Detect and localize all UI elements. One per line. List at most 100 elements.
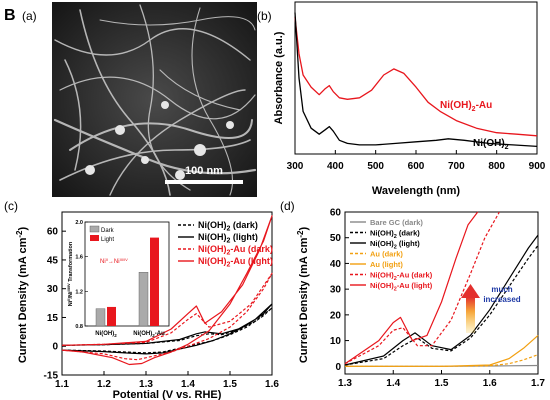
chart-c-legend: Ni(OH)2 (dark)Ni(OH)2 (light)Ni(OH)2-Au … [178, 220, 273, 269]
chart-b: 300 400 500 600 700 800 900 Wavelength (nm) Ab… [273, 1, 546, 197]
chart-b-x-tick-label: 900 [529, 161, 546, 172]
chart-c-legend-item-2-label-base: Ni(OH) [198, 244, 227, 254]
section-label: B [4, 7, 16, 24]
chart-c-legend-item-3-label-tail: -Au (light) [230, 256, 272, 266]
chart-d-series-3 [345, 354, 539, 367]
micrograph: 100 nm [52, 2, 257, 197]
chart-d-legend-item-0-label: Bare GC (dark) [370, 218, 423, 227]
chart-c-legend-item-1-label: Ni(OH)2 (light) [198, 232, 258, 245]
chart-d-legend-item-2-label: Ni(OH)2 (light) [370, 239, 420, 251]
chart-d-legend-item-6-label-base: Ni(OH) [370, 281, 394, 290]
chart-d-legend-item-4-label: Au (light) [370, 260, 403, 269]
scale-bar [165, 180, 243, 184]
inset-bars [95, 237, 159, 327]
fiber [191, 7, 233, 196]
cluster [141, 156, 149, 164]
inset-y-tick-label: 1.2 [75, 289, 83, 295]
chart-d-legend-item-1-label-tail: (dark) [397, 229, 420, 238]
chart-d: 1.3 1.4 1.5 1.6 1.7 0 10 20 30 40 50 60 Current Den… [296, 208, 545, 390]
chart-d-y-tick-label: 20 [330, 310, 342, 321]
inset-bar-light [150, 237, 159, 326]
inset-y-ticks: 0.8 1.2 1.6 2.0 [75, 220, 88, 330]
chart-d-legend-item-2-label-tail: (light) [397, 239, 420, 248]
fiber [59, 76, 256, 120]
inset-legend-dark-swatch [89, 225, 100, 233]
chart-c-legend-item-0-label-tail: (dark) [230, 220, 258, 230]
chart-d-y-tick-label: 50 [330, 233, 342, 244]
inset-bar-light [107, 306, 116, 326]
chart-c-legend-item-3-label-sub: 2 [227, 262, 231, 269]
nanofibers [53, 4, 257, 196]
chart-d-series-2 [344, 234, 539, 366]
chart-d-legend-item-1-label-sub: 2 [394, 234, 397, 240]
chart-b-x-tick-label: 800 [488, 161, 505, 172]
panel-label-d: (d) [280, 199, 295, 213]
inset-legend-dark: Dark [101, 228, 115, 234]
annotation-much: much [491, 285, 512, 294]
fiber [109, 89, 246, 196]
chart-c-y-tick-label: 60 [47, 227, 59, 238]
increase-arrow-head [461, 284, 480, 298]
inset-bar-dark [138, 272, 149, 327]
inset-category-1: Ni(OH)2 [95, 331, 117, 338]
fiber [139, 4, 191, 191]
chart-b-x-tick-label: 400 [327, 161, 344, 172]
chart-c-legend-item-1-label-tail: (light) [230, 232, 258, 242]
chart-d-y-tick-label: 60 [330, 208, 342, 219]
chart-b-frame [294, 1, 538, 155]
inset-y-tick-label: 1.6 [75, 255, 83, 261]
inset-y-tick-label: 2.0 [75, 220, 83, 226]
chart-d-legend-item-6-label-sub: 2 [394, 287, 397, 293]
chart-b-label-ni-au: Ni(OH)2-Au [440, 100, 492, 113]
cluster [175, 170, 185, 180]
chart-d-legend-item-3-label-base: Au (dark) [370, 250, 403, 259]
chart-d-legend-item-0-label-base: Bare GC (dark) [370, 218, 423, 227]
chart-c-legend-item-3-label: Ni(OH)2-Au (light) [198, 256, 273, 269]
chart-c-series-3 [61, 215, 273, 366]
chart-c-x-tick-label: 1.3 [139, 379, 153, 390]
chart-d-y-tick-label: 30 [330, 285, 342, 296]
cluster [115, 125, 125, 135]
chart-d-legend-item-3-label: Au (dark) [370, 250, 403, 259]
chart-d-x-tick-label: 1.5 [435, 378, 449, 389]
chart-c-legend-item-0-label: Ni(OH)2 (dark) [198, 220, 258, 233]
chart-c-x-tick-label: 1.6 [265, 379, 279, 390]
panel-label-a: (a) [22, 9, 37, 23]
chart-b-x-tick-label: 300 [287, 161, 304, 172]
chart-c-inset: 0.8 1.2 1.6 2.0 NiII/NiIII/IV Transformatio… [66, 220, 170, 338]
chart-c-y-label: Current Density (mA cm-2) [15, 227, 29, 364]
chart-d-y-label: Current Density (mA cm-2) [296, 227, 310, 364]
chart-d-x-tick-label: 1.6 [483, 378, 497, 389]
cluster [85, 165, 95, 175]
chart-b-x-tick-label: 700 [448, 161, 465, 172]
panel-label-c: (c) [4, 199, 18, 213]
chart-b-x-label: Wavelength (nm) [372, 185, 461, 197]
chart-b-x-tick-label: 600 [408, 161, 425, 172]
chart-d-legend-item-2-label-base: Ni(OH) [370, 239, 394, 248]
chart-c-legend-item-1-label-base: Ni(OH) [198, 232, 227, 242]
chart-c-x-tick-label: 1.2 [97, 379, 111, 390]
chart-c-series-1 [61, 303, 273, 355]
chart-c-x-tick-label: 1.4 [181, 379, 195, 390]
inset-category-2: Ni(OH)2-Au [133, 331, 165, 338]
chart-d-legend: Bare GC (dark)Ni(OH)2 (dark)Ni(OH)2 (lig… [350, 218, 433, 293]
chart-c-legend-item-1-label-sub: 2 [227, 238, 231, 245]
chart-d-series-6 [344, 211, 479, 365]
chart-d-legend-item-1-label-base: Ni(OH) [370, 229, 394, 238]
fiber [79, 9, 171, 196]
chart-d-lines [344, 211, 539, 367]
chart-b-lines [294, 12, 538, 148]
panel-label-b: (b) [257, 9, 272, 23]
fiber [99, 16, 256, 31]
chart-d-x-tick-label: 1.3 [338, 378, 352, 389]
chart-c-x-tick-label: 1.1 [55, 379, 69, 390]
chart-c-legend-item-0-label-sub: 2 [227, 226, 231, 233]
chart-c: 1.1 1.2 1.3 1.4 1.5 1.6 -15 0 15 30 45 60 Potential… [15, 211, 279, 400]
chart-d-x-tick-label: 1.7 [531, 378, 545, 389]
chart-c-y-tick-label: -15 [44, 371, 59, 382]
chart-d-y-tick-label: 0 [335, 362, 341, 373]
chart-d-y-tick-label: 10 [330, 336, 342, 347]
chart-d-x-tick-label: 1.4 [386, 378, 400, 389]
chart-c-legend-item-2-label: Ni(OH)2-Au (dark) [198, 244, 273, 257]
